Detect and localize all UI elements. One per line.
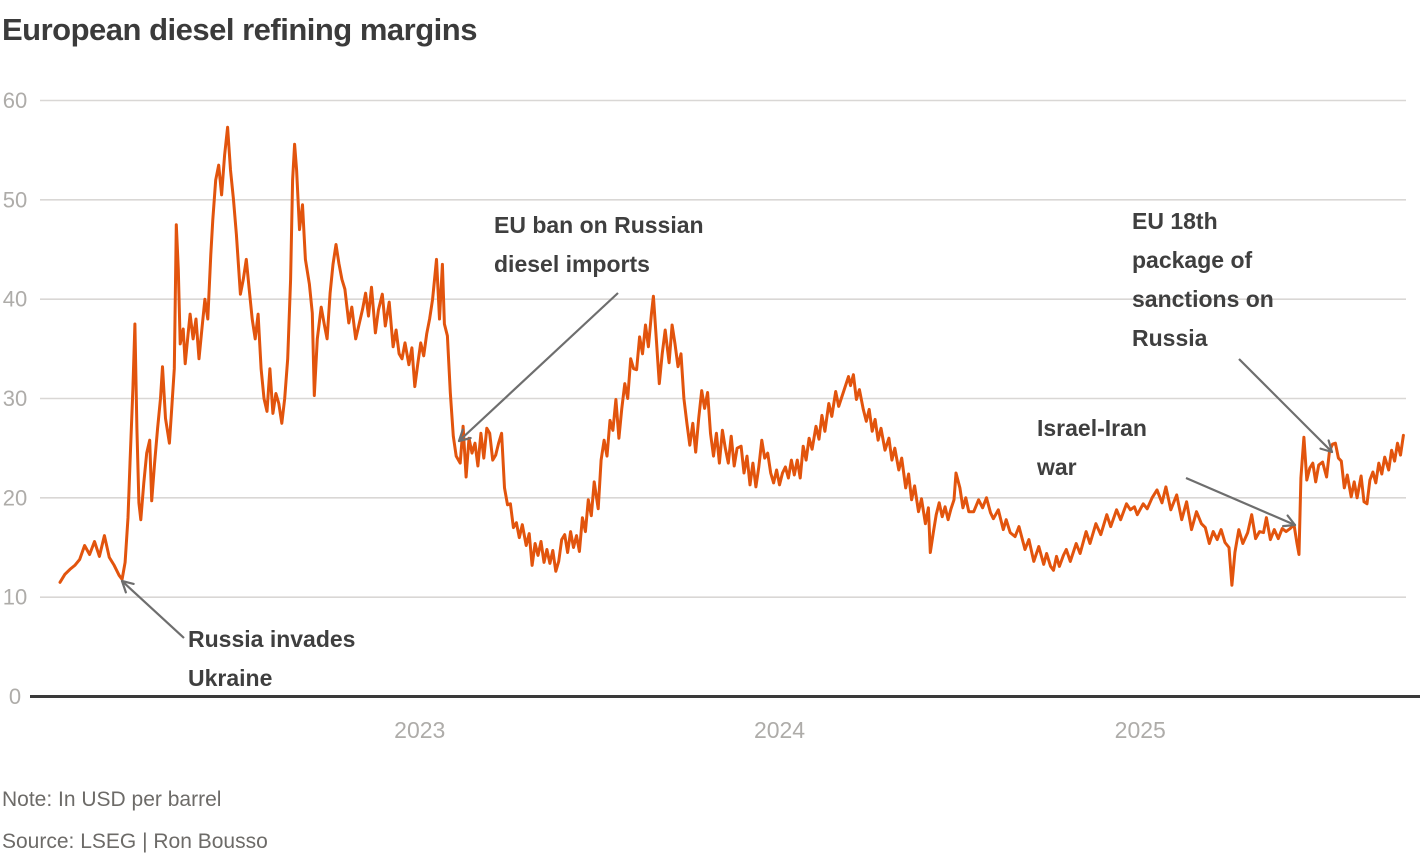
annotation-eu-ban-russian-diesel: EU ban on Russian diesel imports [494,206,704,284]
annotation-line: Israel-Iran [1037,415,1147,441]
y-tick-label: 0 [9,684,21,709]
y-tick-label: 50 [3,187,27,212]
annotation-line: EU 18th [1132,208,1218,234]
annotation-arrow [1185,476,1296,527]
annotation-arrowhead [457,436,472,443]
y-tick-label: 60 [3,88,27,113]
chart-title: European diesel refining margins [2,12,477,47]
annotation-russia-invades-ukraine: Russia invades Ukraine [188,620,355,698]
annotation-line: war [1037,454,1077,480]
annotation-arrowhead [1319,447,1334,454]
x-tick-label: 2023 [394,717,445,743]
annotation-line: Russia invades [188,626,356,652]
y-tick-label: 30 [3,386,27,411]
chart-source: Source: LSEG | Ron Bousso [2,830,268,853]
annotation-arrowhead [1281,523,1297,528]
annotation-arrowhead [120,579,127,594]
annotation-line: package of [1132,247,1253,273]
x-tick-label: 2025 [1115,717,1166,743]
annotation-line: Russia [1132,325,1208,351]
annotation-arrow [1238,358,1333,453]
annotation-line: diesel imports [494,251,650,277]
chart-note: Note: In USD per barrel [2,788,222,811]
annotation-israel-iran-war: Israel-Iran war [1037,409,1147,487]
annotation-eu-18th-sanctions-package: EU 18th package of sanctions on Russia [1132,202,1274,358]
annotation-arrowhead [120,579,135,585]
annotation-arrow [121,580,185,639]
annotation-arrow [458,292,619,442]
y-tick-label: 10 [3,585,27,610]
x-tick-label: 2024 [754,717,805,743]
y-tick-label: 40 [3,287,27,312]
annotation-line: Ukraine [188,665,273,691]
data-line-series [58,125,1405,587]
annotation-line: sanctions on [1132,286,1274,312]
annotation-arrowhead [1286,514,1297,527]
annotation-arrowhead [1327,439,1334,454]
annotation-line: EU ban on Russian [494,212,704,238]
annotation-arrowhead [457,428,464,443]
y-tick-label: 20 [3,485,27,510]
